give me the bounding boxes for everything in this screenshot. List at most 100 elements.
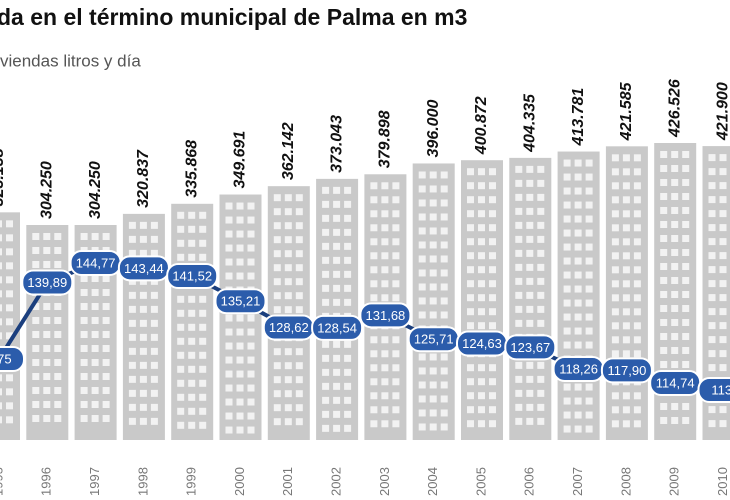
window — [188, 239, 196, 247]
window — [611, 280, 619, 288]
window — [102, 373, 110, 380]
window — [429, 381, 437, 389]
window — [622, 224, 630, 232]
window — [273, 404, 281, 412]
window — [128, 347, 136, 355]
window — [440, 255, 448, 263]
window — [199, 421, 207, 429]
window — [295, 264, 303, 272]
window — [574, 411, 582, 419]
window — [478, 322, 485, 330]
window — [478, 252, 485, 260]
window — [139, 403, 147, 411]
window — [150, 389, 158, 397]
window — [633, 350, 641, 358]
window — [478, 308, 485, 316]
point-marker — [600, 357, 653, 384]
x-tick-label: 1999 — [184, 467, 199, 496]
window — [526, 235, 534, 243]
window — [322, 284, 330, 292]
window — [80, 401, 88, 408]
window — [102, 303, 110, 310]
window — [236, 342, 244, 350]
window — [32, 373, 40, 380]
window — [429, 353, 437, 361]
window — [91, 275, 99, 282]
building — [605, 146, 648, 440]
window — [515, 277, 523, 285]
window — [418, 213, 426, 221]
window — [102, 387, 110, 394]
window — [0, 304, 2, 312]
window — [91, 373, 99, 380]
window — [585, 327, 593, 335]
window — [467, 252, 474, 260]
window — [139, 347, 147, 355]
point-value-label: 128,62 — [269, 320, 309, 335]
window — [381, 336, 389, 344]
window — [719, 224, 727, 232]
window — [370, 196, 378, 204]
window — [6, 332, 13, 340]
window — [0, 220, 2, 228]
point-marker — [359, 302, 412, 329]
window — [43, 331, 51, 338]
window — [344, 354, 352, 362]
window — [574, 173, 582, 181]
window — [6, 388, 13, 396]
window — [225, 230, 233, 238]
window — [273, 236, 281, 244]
window — [440, 381, 448, 389]
window — [344, 298, 352, 306]
window — [392, 392, 400, 400]
window — [682, 151, 690, 158]
window — [54, 345, 62, 352]
window — [418, 283, 426, 291]
window — [188, 351, 196, 359]
window — [467, 406, 474, 414]
window — [284, 222, 292, 230]
window — [91, 345, 99, 352]
window — [225, 398, 233, 406]
window — [537, 389, 545, 397]
window — [660, 263, 668, 270]
point-value-label: 135,21 — [221, 294, 261, 309]
window — [563, 411, 571, 419]
window — [54, 359, 62, 366]
window — [370, 336, 378, 344]
window — [247, 370, 255, 378]
window — [236, 244, 244, 252]
window — [611, 294, 619, 302]
window — [611, 420, 619, 428]
window — [719, 196, 727, 204]
window — [247, 398, 255, 406]
window — [526, 277, 534, 285]
window — [467, 168, 474, 176]
window — [489, 238, 496, 246]
window — [225, 258, 233, 266]
window — [440, 199, 448, 207]
window — [682, 207, 690, 214]
window — [671, 193, 679, 200]
window — [563, 215, 571, 223]
window — [467, 280, 474, 288]
window — [418, 255, 426, 263]
window — [622, 392, 630, 400]
window — [526, 193, 534, 201]
window — [563, 271, 571, 279]
window — [429, 255, 437, 263]
chart-title: da en el término municipal de Palma en m… — [0, 4, 467, 30]
window — [574, 201, 582, 209]
window — [128, 221, 136, 229]
window — [622, 168, 630, 176]
window — [633, 182, 641, 190]
window — [43, 415, 51, 422]
window — [574, 341, 582, 349]
window — [708, 252, 716, 260]
window — [671, 235, 679, 242]
window — [660, 193, 668, 200]
window — [139, 389, 147, 397]
window — [236, 272, 244, 280]
window — [526, 263, 534, 271]
window — [295, 390, 303, 398]
